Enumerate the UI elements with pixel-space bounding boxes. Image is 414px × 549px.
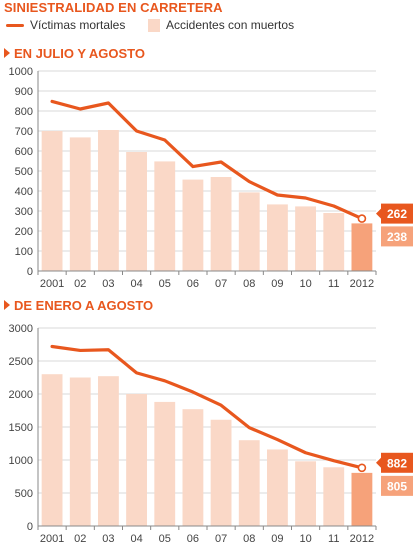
y-tick-label: 400 (15, 186, 33, 198)
x-tick-label: 05 (159, 278, 171, 290)
bar (266, 204, 288, 271)
x-tick-label: 02 (74, 533, 86, 545)
callout-value-bar: 805 (387, 479, 407, 493)
section-title-enero-agosto: DE ENERO A AGOSTO (4, 298, 153, 313)
callout-value-bar: 238 (387, 230, 407, 244)
legend-label-victimas: Víctimas mortales (30, 18, 126, 32)
bar (41, 131, 63, 271)
line-series (50, 344, 364, 470)
bar (323, 467, 345, 526)
y-tick-label: 100 (15, 246, 33, 258)
section-title-text: EN JULIO Y AGOSTO (14, 46, 145, 61)
y-tick-label: 800 (15, 106, 33, 118)
x-tick-label: 03 (102, 278, 114, 290)
x-tick-label: 09 (271, 533, 283, 545)
x-tick-label: 10 (299, 278, 311, 290)
bar (210, 419, 232, 526)
bar (182, 409, 204, 526)
x-tick-label: 10 (299, 533, 311, 545)
bar (97, 130, 119, 271)
y-tick-label: 2500 (9, 356, 33, 368)
callout-value-line: 262 (387, 207, 407, 221)
x-tick-label: 09 (271, 278, 283, 290)
y-tick-label: 300 (15, 206, 33, 218)
callout-box-line (381, 203, 413, 224)
bar (210, 177, 232, 271)
x-tick-label: 2001 (40, 533, 64, 545)
bar (238, 440, 260, 526)
legend-bar-swatch (148, 19, 160, 32)
y-tick-label: 0 (27, 521, 33, 533)
legend-line-swatch (6, 24, 24, 27)
x-tick-label: 06 (187, 533, 199, 545)
y-tick-label: 3000 (9, 323, 33, 335)
y-tick-label: 1000 (9, 455, 33, 467)
x-tick-label: 2001 (40, 278, 64, 290)
line-endpoint-marker (357, 214, 367, 223)
section-title-julio-agosto: EN JULIO Y AGOSTO (4, 46, 145, 61)
legend-label-accidentes: Accidentes con muertos (166, 18, 295, 32)
bar (97, 376, 119, 526)
callout-box-bar (381, 475, 413, 496)
x-tick-label: 04 (130, 533, 142, 545)
x-tick-label: 07 (215, 533, 227, 545)
section-arrow-icon (4, 300, 10, 310)
x-tick-label: 02 (74, 278, 86, 290)
bar (182, 179, 204, 271)
chart-title: SINIESTRALIDAD EN CARRETERA (4, 0, 223, 15)
chart-julio-agosto: 0 100 200 300 400 500 600 700 800 900 1000 2001 02 03… (9, 66, 413, 290)
bar (351, 472, 373, 526)
y-tick-label: 500 (15, 488, 33, 500)
callout-box-bar (381, 226, 413, 247)
bar (351, 223, 373, 271)
x-tick-label: 08 (243, 533, 255, 545)
bar (323, 213, 345, 271)
x-tick-label: 11 (328, 533, 339, 545)
y-tick-label: 600 (15, 146, 33, 158)
bar (154, 161, 176, 271)
bar (295, 206, 317, 271)
line-series (50, 99, 364, 221)
y-tick-label: 500 (15, 166, 33, 178)
bar (69, 377, 91, 526)
callout-box-line (381, 452, 413, 473)
x-tick-label: 11 (328, 278, 339, 290)
section-title-text: DE ENERO A AGOSTO (14, 298, 154, 313)
bar (126, 394, 148, 526)
bar (266, 449, 288, 526)
callout-pointer (376, 208, 381, 219)
y-tick-label: 700 (15, 126, 33, 138)
x-tick-label: 04 (130, 278, 142, 290)
bar (238, 192, 260, 271)
y-tick-label: 1500 (9, 422, 33, 434)
bar (69, 137, 91, 271)
y-tick-label: 0 (27, 266, 33, 278)
x-tick-label: 08 (243, 278, 255, 290)
y-tick-label: 2000 (9, 389, 33, 401)
line-endpoint-marker (357, 463, 367, 473)
bar (41, 374, 63, 526)
section-arrow-icon (4, 48, 10, 58)
x-tick-label: 07 (215, 278, 227, 290)
y-tick-label: 1000 (9, 66, 33, 78)
bar (126, 152, 148, 271)
bar (295, 461, 317, 526)
chart-enero-agosto: 0 500 1000 1500 2000 2500 3000 2001 02 03 04 05 06 07… (9, 323, 413, 545)
bar (154, 401, 176, 526)
x-tick-label: 06 (187, 278, 199, 290)
x-tick-label: 05 (159, 533, 171, 545)
y-tick-label: 200 (15, 226, 33, 238)
x-tick-label: 2012 (350, 278, 374, 290)
x-tick-label: 2012 (350, 533, 374, 545)
callout-pointer (376, 457, 381, 468)
callout-value-line: 882 (387, 456, 407, 470)
x-tick-label: 03 (102, 533, 114, 545)
y-tick-label: 900 (15, 86, 33, 98)
